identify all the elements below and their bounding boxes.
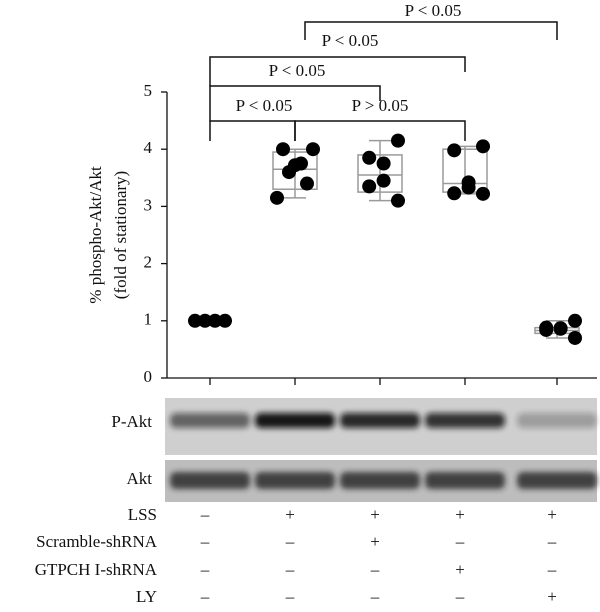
blot-band [170,413,250,428]
condition-sign: – [370,560,380,579]
data-point [476,139,490,154]
condition-sign: – [547,560,557,579]
data-point [188,313,202,328]
condition-sign: + [370,532,380,551]
data-point [276,142,290,157]
significance-label: P > 0.05 [352,96,409,115]
data-point [270,190,284,205]
significance-label: P < 0.05 [322,31,379,50]
condition-sign: – [455,532,465,551]
condition-sign: – [200,505,210,524]
significance-label: P < 0.05 [269,61,326,80]
condition-label: LY [136,587,157,606]
blot-band [255,472,335,489]
condition-sign: – [200,532,210,551]
condition-sign: – [370,587,380,606]
significance-label: P < 0.05 [236,96,293,115]
blot-band [425,472,505,489]
data-point [461,180,476,195]
y-tick-label: 3 [144,195,153,214]
condition-sign: + [455,560,465,579]
significance-bracket [209,56,466,86]
data-point [447,186,462,201]
data-point [476,186,490,201]
data-point [376,173,391,188]
data-point [208,313,222,328]
significance-bracket [209,85,381,121]
condition-sign: + [285,505,295,524]
condition-sign: – [200,560,210,579]
condition-sign: + [455,505,465,524]
significance-bracket [304,21,558,40]
blot-band [425,413,505,428]
condition-sign: – [285,560,295,579]
y-tick-label: 1 [144,310,153,329]
data-point [568,330,582,345]
data-point [306,142,320,157]
y-axis-label: (fold of stationary) [111,171,130,299]
data-point [391,133,405,148]
blot-band [255,413,335,428]
condition-sign: – [455,587,465,606]
y-tick-label: 4 [144,138,153,157]
data-point [218,313,232,328]
blot-label: P-Akt [111,412,152,431]
blot-band [517,413,597,428]
y-tick-label: 0 [144,367,153,386]
condition-sign: + [370,505,380,524]
blot-band [517,472,597,489]
data-point [391,193,405,208]
significance-bracket [294,120,466,141]
y-axis-label: % phospho-Akt/Akt [86,166,105,304]
box [357,154,403,193]
blot-band [170,472,250,489]
y-tick-label: 2 [144,253,153,272]
blot-band [340,413,420,428]
data-point [447,143,462,158]
data-point [300,176,314,191]
significance-bracket [209,120,296,141]
data-point [198,313,212,328]
data-point [282,165,296,180]
y-tick-label: 5 [144,81,153,100]
condition-sign: – [285,532,295,551]
blot-band [340,472,420,489]
condition-sign: – [547,532,557,551]
data-point [553,321,568,336]
condition-label: Scramble-shRNA [36,532,158,551]
condition-label: LSS [128,505,157,524]
box [272,151,318,190]
condition-sign: + [547,587,557,606]
significance-label: P < 0.05 [405,1,462,20]
condition-sign: – [285,587,295,606]
condition-sign: + [547,505,557,524]
data-point [568,313,582,328]
condition-sign: – [200,587,210,606]
data-point [539,322,554,337]
condition-label: GTPCH I-shRNA [35,560,158,579]
blot-label: Akt [127,469,153,488]
data-point [376,156,391,171]
data-point [362,179,377,194]
data-point [362,150,377,165]
